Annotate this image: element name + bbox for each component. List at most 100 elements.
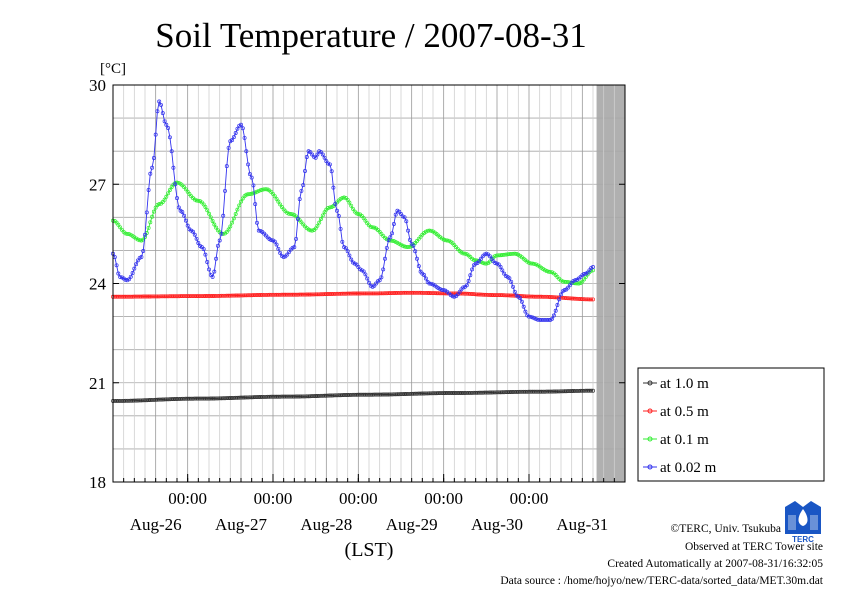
data-point (470, 267, 475, 272)
data-point (436, 391, 441, 396)
data-point (210, 274, 215, 279)
data-point (438, 287, 443, 292)
data-point (368, 224, 373, 229)
data-point (123, 294, 128, 299)
data-point (406, 245, 411, 250)
data-point (173, 397, 178, 401)
data-point (539, 317, 544, 322)
data-point (219, 231, 224, 236)
data-point (150, 214, 155, 219)
data-point (347, 200, 352, 205)
legend-swatch-marker (647, 380, 653, 386)
data-point (576, 281, 581, 286)
data-point (555, 303, 560, 307)
data-point (285, 292, 290, 297)
data-point (143, 232, 147, 237)
data-point (221, 396, 226, 401)
data-point (455, 292, 460, 297)
data-point (491, 293, 496, 298)
data-point (303, 169, 307, 173)
data-point (315, 292, 320, 297)
data-point (263, 187, 268, 192)
data-point (299, 292, 304, 297)
data-point (500, 253, 505, 257)
data-point (203, 252, 208, 257)
data-point (157, 202, 162, 207)
data-point (516, 389, 521, 394)
data-point (559, 389, 563, 394)
data-point (157, 99, 162, 104)
data-point (468, 273, 473, 278)
data-point (203, 294, 208, 298)
data-point (573, 388, 578, 393)
data-point (162, 197, 167, 202)
data-point (367, 392, 371, 397)
data-point (207, 294, 211, 298)
data-point (381, 291, 386, 296)
data-point (203, 205, 208, 209)
data-point (539, 389, 544, 394)
terc-logo: TERC (785, 501, 821, 544)
data-point (267, 394, 272, 399)
data-point (335, 291, 339, 296)
data-point (285, 252, 290, 257)
data-point (551, 313, 556, 318)
data-point (301, 183, 306, 188)
data-point (319, 150, 323, 155)
data-point (153, 205, 158, 210)
legend-label: at 0.5 m (660, 404, 709, 420)
data-point (162, 119, 167, 124)
data-point (580, 297, 585, 302)
data-point (429, 281, 434, 286)
credit-copyright: ©TERC, Univ. Tsukuba (671, 523, 781, 535)
data-point (135, 237, 140, 242)
data-point (212, 269, 217, 274)
data-point (180, 210, 185, 214)
data-point (123, 231, 128, 236)
data-point (575, 388, 579, 393)
data-point (171, 397, 176, 402)
data-point (381, 267, 386, 272)
data-point (582, 272, 587, 276)
data-point (507, 276, 512, 281)
data-point (438, 291, 443, 296)
data-point (256, 188, 261, 193)
data-point (370, 225, 375, 230)
data-point (390, 291, 395, 296)
data-point (567, 283, 572, 288)
data-point (127, 277, 131, 282)
data-point (315, 152, 320, 157)
day-label: Aug-28 (300, 515, 352, 534)
data-point (196, 396, 201, 401)
data-point (546, 269, 551, 274)
data-point (269, 394, 274, 399)
data-point (276, 292, 281, 297)
data-point (304, 155, 309, 159)
x-tick-label: 00:00 (339, 489, 378, 508)
data-point (399, 212, 403, 216)
data-point (575, 296, 579, 301)
data-point (214, 225, 219, 230)
data-point (356, 392, 361, 397)
data-point (342, 195, 347, 200)
data-point (518, 389, 523, 394)
data-point (127, 398, 131, 403)
data-point (463, 291, 467, 296)
data-point (571, 278, 576, 283)
data-point (500, 293, 505, 298)
data-point (294, 236, 299, 241)
data-point (246, 192, 251, 197)
data-point (118, 398, 123, 403)
data-point (555, 389, 560, 394)
data-point (219, 396, 224, 401)
data-point (498, 265, 503, 269)
data-point (139, 294, 144, 299)
data-point (146, 225, 151, 230)
data-point (166, 126, 171, 130)
data-point (511, 293, 515, 298)
data-point (173, 294, 178, 299)
data-point (541, 317, 546, 322)
data-point (310, 394, 315, 399)
data-point (395, 290, 400, 295)
data-point (141, 249, 146, 253)
